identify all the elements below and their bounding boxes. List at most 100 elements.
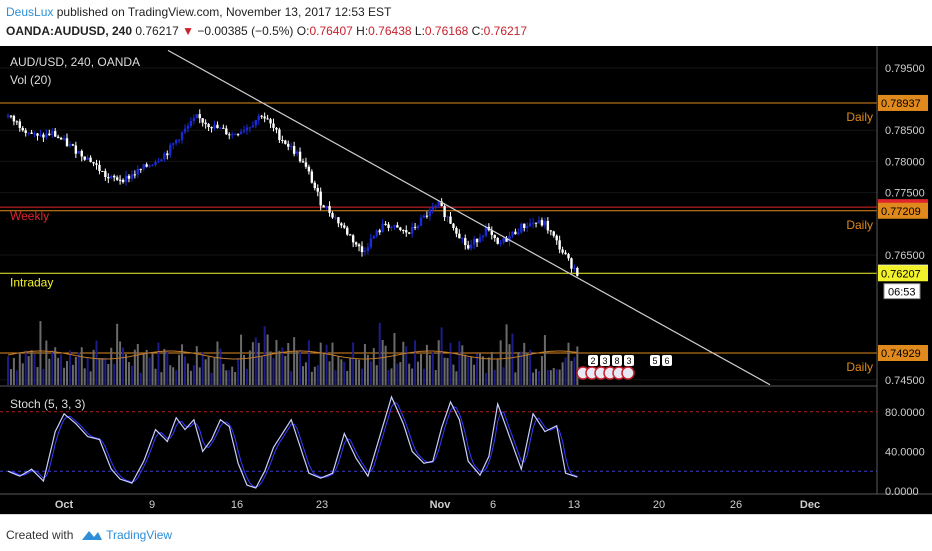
candle-body <box>151 164 154 166</box>
volume-bar <box>399 362 402 385</box>
candle-body <box>45 133 48 138</box>
volume-bar <box>71 364 74 385</box>
stoch-tick-label: 80.0000 <box>885 407 925 419</box>
candle-body <box>369 238 373 248</box>
trendline[interactable] <box>167 49 771 386</box>
volume-bar <box>325 344 328 385</box>
volume-bar <box>198 367 201 385</box>
close-label: C: <box>471 24 484 38</box>
volume-bar <box>80 347 83 385</box>
volume-bar <box>375 365 378 385</box>
volume-bar <box>573 357 576 385</box>
candle-body <box>266 118 269 120</box>
volume-bar <box>334 370 337 385</box>
time-tick-label: 26 <box>730 499 742 511</box>
price-tick-label: 0.78000 <box>885 156 925 168</box>
candle-body <box>428 209 432 217</box>
volume-bar <box>248 350 251 385</box>
last-price: 0.76217 <box>135 24 179 38</box>
candle-body <box>207 124 210 128</box>
candle-body <box>422 215 426 218</box>
volume-bar <box>104 357 107 385</box>
volume-bar <box>564 357 567 385</box>
candle-body <box>540 220 544 226</box>
candle-body <box>130 174 134 179</box>
candle-body <box>284 140 287 144</box>
author-link[interactable]: DeusLux <box>6 5 54 19</box>
tradingview-logo-icon <box>81 531 102 540</box>
volume-bar <box>461 345 464 385</box>
volume-bar <box>148 357 151 385</box>
candle-body <box>118 179 122 181</box>
volume-bar <box>160 372 163 385</box>
candle-body <box>180 132 184 140</box>
candle-body <box>458 233 461 239</box>
volume-bar <box>169 365 172 385</box>
high-label: H: <box>356 24 369 38</box>
candle-body <box>467 245 470 249</box>
volume-bar <box>443 357 446 385</box>
symbol-label: OANDA:AUDUSD, 240 <box>6 24 133 38</box>
level-label-intraday: Intraday <box>10 275 53 289</box>
candle-body <box>30 132 33 134</box>
volume-bar <box>476 353 479 385</box>
candle-body <box>216 124 219 129</box>
volume-bar <box>411 368 414 385</box>
candle-body <box>351 235 355 243</box>
time-tick-label: 13 <box>568 499 580 511</box>
candle-body <box>113 175 116 178</box>
time-axis[interactable]: Oct 9 16 23 Nov 6 13 20 26 Dec <box>55 499 820 511</box>
tradingview-brand[interactable]: TradingView <box>106 528 173 542</box>
volume-bar <box>119 341 122 385</box>
candle-body <box>236 134 240 136</box>
volume-bar <box>228 370 231 385</box>
volume-bar <box>269 351 272 385</box>
candle-body <box>384 223 387 225</box>
candle-body <box>157 161 160 163</box>
candle-body <box>27 132 30 134</box>
candle-body <box>104 171 107 178</box>
candle-body <box>437 201 440 206</box>
volume-bar <box>284 355 287 385</box>
volume-bar <box>18 352 21 385</box>
price-axis[interactable]: 0.79500 0.78500 0.78000 0.77500 0.76500 0.745… <box>885 63 925 387</box>
candle-body <box>142 164 145 169</box>
volume-bar <box>163 348 166 385</box>
volume-bar <box>526 352 529 385</box>
volume-bar <box>189 370 192 385</box>
stoch-axis[interactable]: 80.0000 40.0000 0.0000 <box>885 407 925 498</box>
candle-body <box>24 130 27 133</box>
candle-body <box>461 238 464 240</box>
open-label: O: <box>296 24 310 38</box>
candle-body <box>490 230 493 235</box>
volume-bar <box>266 334 269 385</box>
candle-body <box>508 235 511 242</box>
volume-bar <box>523 342 526 385</box>
candle-body <box>139 168 142 170</box>
candle-body <box>201 118 204 123</box>
volume-bar <box>89 371 92 385</box>
candle-body <box>68 144 72 146</box>
volume-bar <box>257 342 260 385</box>
time-tick-label: 6 <box>490 499 496 511</box>
candle-body <box>570 258 573 269</box>
volume-bar <box>532 372 535 385</box>
candle-body <box>531 222 535 224</box>
volume-bar <box>396 363 399 385</box>
level-label-weekly: Weekly <box>10 209 49 223</box>
volume-bar <box>184 356 186 385</box>
candle-body <box>86 157 89 160</box>
quote-line: OANDA:AUDUSD, 240 0.76217 ▼ −0.00385 (−0… <box>6 24 527 38</box>
candle-body <box>278 129 281 141</box>
candle-body <box>408 232 411 234</box>
time-tick-label: Dec <box>800 499 820 511</box>
candle-body <box>555 235 558 241</box>
candle-body <box>169 144 172 156</box>
volume-bar <box>36 367 39 385</box>
volume-bar <box>390 368 393 385</box>
volume-bar <box>546 369 549 385</box>
candle-body <box>231 134 234 136</box>
volume-bar <box>446 357 449 385</box>
